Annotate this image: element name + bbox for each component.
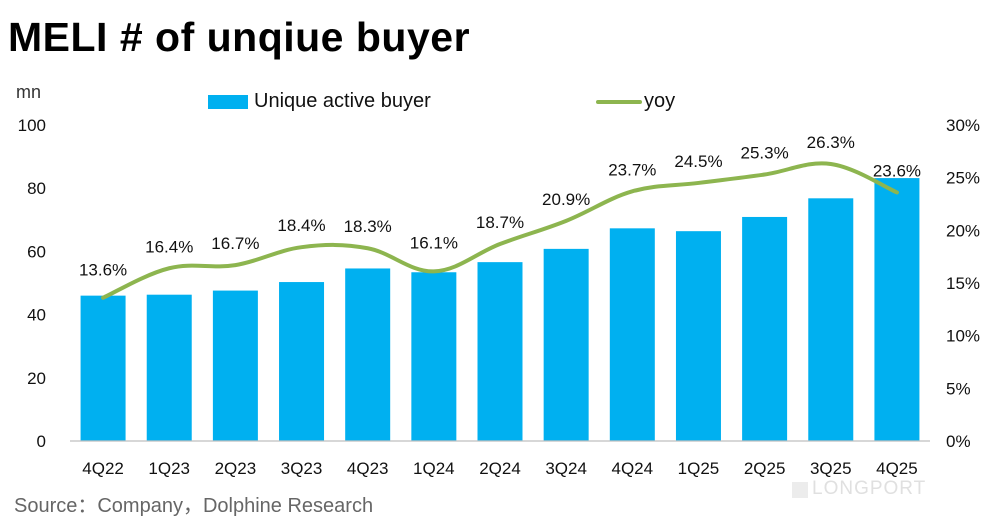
y-tick-0: 0 xyxy=(37,432,46,451)
y2-tick-5pct: 5% xyxy=(946,379,971,398)
yoy-label-1Q23: 16.4% xyxy=(145,237,193,256)
yoy-labels-group: 13.6% 16.4% 16.7% 18.4% 18.3% 16.1% 18.7% 20.9%… xyxy=(79,133,921,280)
y-axis-labels: 0 20 40 60 80 100 xyxy=(18,116,46,451)
bar-3Q25 xyxy=(808,198,854,441)
y-tick-100: 100 xyxy=(18,116,46,135)
watermark-text: LONGPORT xyxy=(812,478,927,499)
y2-axis-labels: 0% 5% 10% 15% 20% 25% 30% xyxy=(946,116,980,451)
x-tick-4Q24: 4Q24 xyxy=(612,459,654,478)
yoy-label-4Q25: 23.6% xyxy=(873,161,921,180)
x-axis-labels: 4Q22 1Q23 2Q23 3Q23 4Q23 1Q24 2Q24 3Q24 4Q24 1Q25… xyxy=(82,459,917,478)
y2-tick-15pct: 15% xyxy=(946,274,980,293)
y-axis-unit: mn xyxy=(16,82,42,102)
bars-group xyxy=(80,178,920,441)
y-tick-60: 60 xyxy=(27,242,46,261)
yoy-label-3Q23: 18.4% xyxy=(277,216,325,235)
bar-1Q24 xyxy=(411,272,457,441)
legend-item-bar: Unique active buyer xyxy=(208,90,431,113)
legend-bar-swatch xyxy=(208,94,248,109)
yoy-label-1Q24: 16.1% xyxy=(410,233,458,252)
bar-4Q23 xyxy=(345,268,391,441)
yoy-label-2Q24: 18.7% xyxy=(476,213,524,232)
yoy-label-2Q25: 25.3% xyxy=(741,144,789,163)
bar-2Q23 xyxy=(212,290,258,441)
bar-1Q25 xyxy=(675,231,721,441)
x-tick-4Q23: 4Q23 xyxy=(347,459,389,478)
chart-title: MELI # of unqiue buyer xyxy=(8,14,471,60)
legend-bar-label: Unique active buyer xyxy=(254,90,431,112)
y2-tick-20pct: 20% xyxy=(946,221,980,240)
yoy-line xyxy=(101,161,899,300)
x-tick-1Q24: 1Q24 xyxy=(413,459,455,478)
y2-tick-0pct: 0% xyxy=(946,432,971,451)
yoy-label-2Q23: 16.7% xyxy=(211,234,259,253)
yoy-label-3Q24: 20.9% xyxy=(542,190,590,209)
x-tick-2Q25: 2Q25 xyxy=(744,459,786,478)
yoy-label-1Q25: 24.5% xyxy=(674,152,722,171)
x-tick-2Q24: 2Q24 xyxy=(479,459,521,478)
x-tick-1Q23: 1Q23 xyxy=(148,459,190,478)
bar-1Q23 xyxy=(146,294,192,441)
y2-tick-25pct: 25% xyxy=(946,169,980,188)
legend-item-line: yoy xyxy=(596,90,675,113)
bar-2Q24 xyxy=(477,262,523,441)
x-tick-2Q23: 2Q23 xyxy=(215,459,257,478)
bar-4Q24 xyxy=(609,228,655,441)
y-tick-80: 80 xyxy=(27,179,46,198)
legend-line-swatch xyxy=(596,99,642,104)
bar-4Q25 xyxy=(874,178,920,441)
y-tick-40: 40 xyxy=(27,306,46,325)
y-tick-20: 20 xyxy=(27,369,46,388)
x-tick-4Q22: 4Q22 xyxy=(82,459,124,478)
legend-line-label: yoy xyxy=(644,90,676,112)
bar-3Q23 xyxy=(279,282,325,441)
watermark-logo xyxy=(792,482,808,498)
source-note: Source：Company，Dolphine Research xyxy=(14,495,374,517)
x-tick-4Q25: 4Q25 xyxy=(876,459,918,478)
yoy-label-4Q24: 23.7% xyxy=(608,160,656,179)
x-tick-3Q24: 3Q24 xyxy=(545,459,587,478)
y2-tick-30pct: 30% xyxy=(946,116,980,135)
bar-3Q24 xyxy=(543,248,589,441)
x-tick-3Q25: 3Q25 xyxy=(810,459,852,478)
x-tick-1Q25: 1Q25 xyxy=(678,459,720,478)
bar-4Q22 xyxy=(80,295,126,441)
bar-2Q25 xyxy=(742,216,788,441)
y2-tick-10pct: 10% xyxy=(946,327,980,346)
x-tick-3Q23: 3Q23 xyxy=(281,459,323,478)
yoy-label-4Q22: 13.6% xyxy=(79,261,127,280)
yoy-label-4Q23: 18.3% xyxy=(344,217,392,236)
yoy-label-3Q25: 26.3% xyxy=(807,133,855,152)
